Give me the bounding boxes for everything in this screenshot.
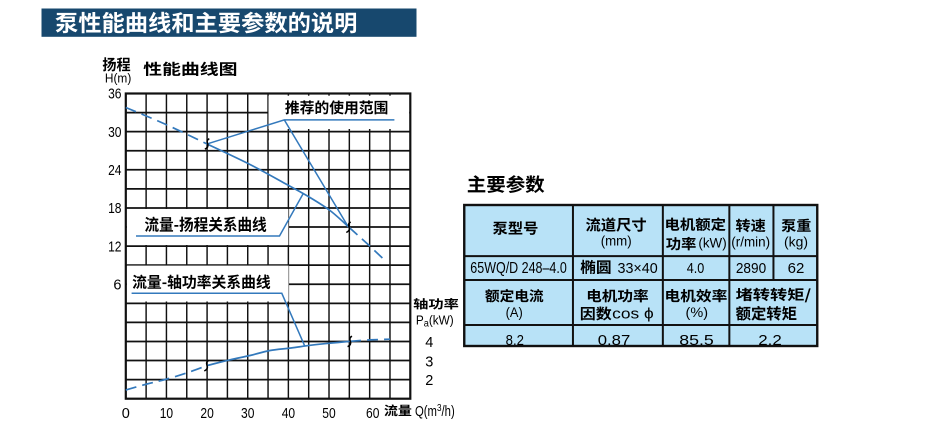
svg-text:(A): (A) <box>506 305 523 320</box>
svg-text:6: 6 <box>113 277 121 293</box>
svg-text:cos ϕ: cos ϕ <box>612 305 654 322</box>
svg-text:33×40: 33×40 <box>618 260 658 277</box>
svg-text:H(m): H(m) <box>105 70 131 85</box>
svg-text:3: 3 <box>425 355 433 371</box>
svg-text:60: 60 <box>366 406 379 422</box>
svg-text:0: 0 <box>122 406 130 422</box>
svg-text:4.0: 4.0 <box>687 260 705 277</box>
svg-text:(kg): (kg) <box>784 235 808 250</box>
svg-text:50: 50 <box>322 406 335 422</box>
svg-text:20: 20 <box>200 406 213 422</box>
svg-text:24: 24 <box>108 163 121 179</box>
svg-text:4: 4 <box>425 335 433 351</box>
svg-text:36: 36 <box>108 87 121 103</box>
svg-text:(kW): (kW) <box>698 236 726 251</box>
svg-text:Q(m3/h): Q(m3/h) <box>415 401 455 419</box>
svg-text:30: 30 <box>241 406 254 422</box>
svg-text:2: 2 <box>425 373 433 389</box>
svg-text:Pa(kW): Pa(kW) <box>416 313 454 330</box>
svg-text:40: 40 <box>282 406 295 422</box>
svg-text:0.87: 0.87 <box>598 332 631 349</box>
svg-text:12: 12 <box>108 239 121 255</box>
svg-text:2890: 2890 <box>736 260 766 277</box>
svg-text:65WQ/D 248–4.0: 65WQ/D 248–4.0 <box>470 260 567 277</box>
svg-text:(%): (%) <box>686 305 709 320</box>
svg-text:18: 18 <box>108 201 121 217</box>
svg-text:2.2: 2.2 <box>758 332 782 349</box>
svg-text:30: 30 <box>108 125 121 141</box>
svg-text:(r/min): (r/min) <box>731 235 770 250</box>
svg-text:(mm): (mm) <box>601 234 632 249</box>
svg-text:85.5: 85.5 <box>679 332 714 349</box>
svg-text:10: 10 <box>160 406 173 422</box>
svg-text:62: 62 <box>788 260 805 277</box>
svg-text:8.2: 8.2 <box>506 332 524 349</box>
